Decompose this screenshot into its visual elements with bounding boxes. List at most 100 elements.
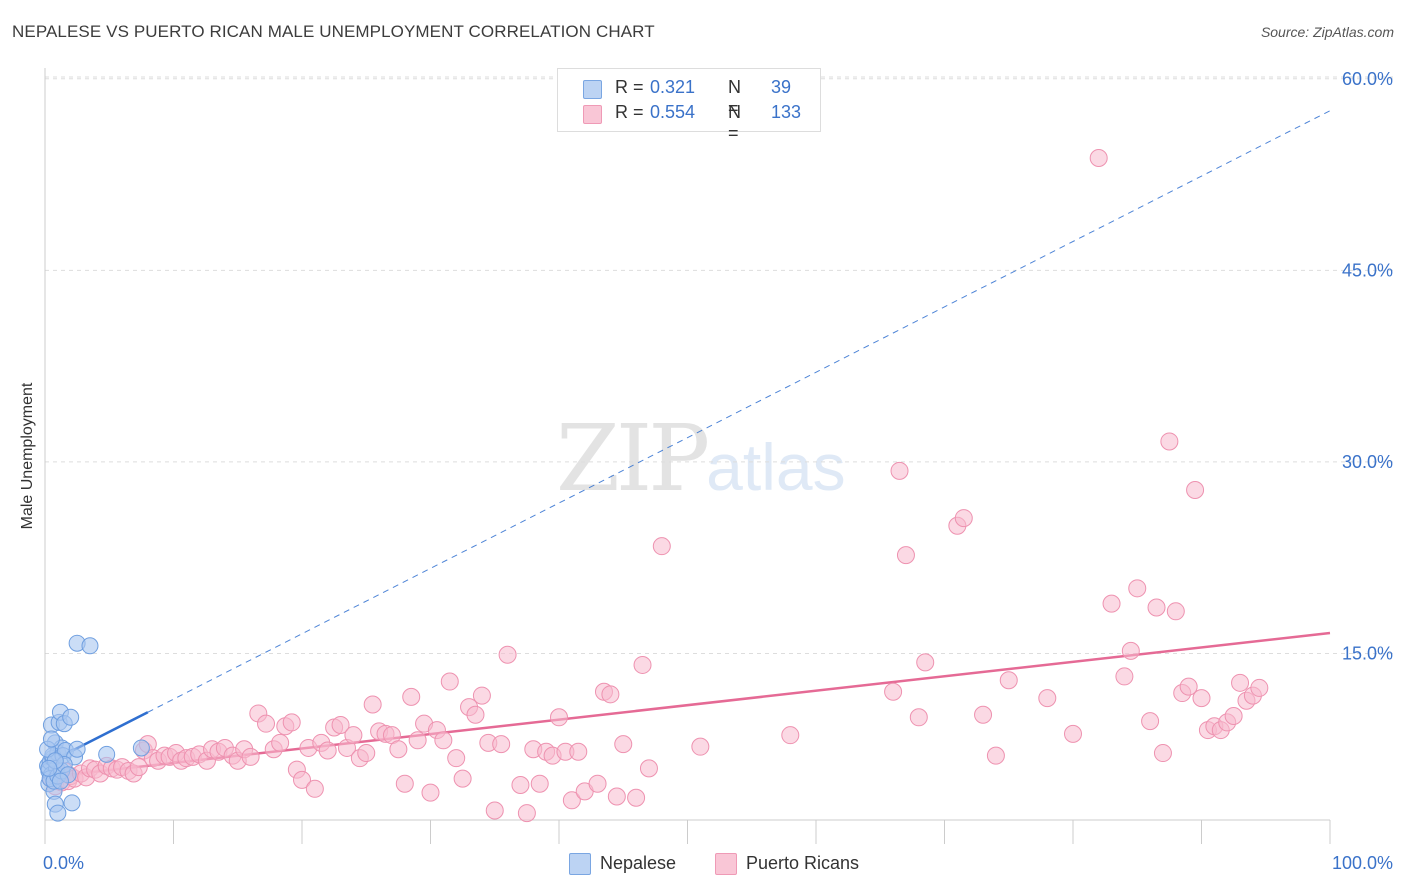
puerto-ricans-point (1141, 712, 1160, 731)
puerto-ricans-point (627, 788, 646, 807)
x-tick-label: 0.0% (43, 853, 84, 873)
puerto-ricans-point (1089, 148, 1108, 167)
puerto-ricans-point (293, 770, 311, 789)
puerto-ricans-point (569, 742, 588, 761)
nepalese-point (49, 804, 67, 822)
puerto-ricans-point (331, 715, 350, 734)
n-value: 39 (771, 77, 792, 97)
nepalese-trend-extension (147, 110, 1331, 713)
puerto-ricans-point (344, 726, 363, 745)
n-label: N = (728, 102, 741, 143)
nepalese-point (132, 739, 150, 757)
puerto-ricans-point (614, 735, 633, 754)
puerto-ricans-point (1121, 641, 1140, 660)
puerto-ricans-point (363, 695, 382, 714)
puerto-ricans-point (305, 779, 324, 798)
nepalese-swatch (583, 80, 602, 99)
nepalese-point (63, 794, 81, 812)
puerto-ricans-label: Puerto Ricans (746, 853, 860, 873)
puerto-ricans-point (440, 672, 459, 691)
chart-title: NEPALESE VS PUERTO RICAN MALE UNEMPLOYME… (12, 22, 655, 41)
puerto-ricans-point (241, 747, 260, 766)
watermark-atlas: atlas (706, 430, 846, 504)
puerto-ricans-point (466, 705, 485, 724)
puerto-ricans-point (453, 769, 472, 788)
puerto-ricans-point (1160, 432, 1179, 451)
puerto-ricans-trend-line (44, 631, 1331, 779)
watermark: ZIPatlas (556, 405, 846, 512)
puerto-ricans-point (1147, 598, 1166, 617)
correlation-legend: R = 0.321 N = 39 R = 0.554 N = 133 (557, 68, 821, 143)
r-label: R = (615, 102, 644, 122)
nepalese-point (62, 708, 80, 726)
puerto-ricans-point (402, 687, 421, 706)
puerto-ricans-point (601, 685, 620, 704)
puerto-ricans-point (257, 714, 276, 733)
puerto-ricans-swatch (715, 853, 737, 875)
tick-labels: 15.0% 30.0% 45.0% 60.0% 0.0% 100.0% (43, 69, 1393, 873)
puerto-ricans-point (530, 774, 549, 793)
puerto-ricans-point (890, 461, 909, 480)
nepalese-point (42, 730, 60, 748)
puerto-ricans-point (129, 758, 148, 777)
puerto-ricans-point (550, 708, 568, 727)
puerto-ricans-point (909, 708, 928, 727)
puerto-ricans-point (1038, 689, 1057, 708)
source-credit: Source: ZipAtlas.com (1260, 24, 1394, 40)
puerto-ricans-point (389, 740, 408, 759)
puerto-ricans-point (1186, 480, 1205, 499)
puerto-ricans-point (498, 645, 517, 664)
puerto-ricans-point (472, 686, 491, 705)
r-value: 0.321 (650, 77, 696, 97)
puerto-ricans-point (395, 774, 414, 793)
puerto-ricans-point (974, 705, 993, 724)
nepalese-point (68, 740, 86, 758)
puerto-ricans-point (1179, 677, 1198, 696)
watermark-zip: ZIP (556, 405, 710, 512)
puerto-ricans-point (896, 546, 915, 565)
puerto-ricans-point (421, 783, 440, 802)
data-points (39, 148, 1269, 823)
puerto-ricans-point (691, 737, 710, 756)
puerto-ricans-point (633, 655, 652, 674)
puerto-ricans-point (447, 749, 466, 768)
nepalese-point (40, 759, 58, 777)
nepalese-point (81, 637, 99, 655)
puerto-ricans-point (1153, 744, 1172, 763)
puerto-ricans-point (1115, 667, 1134, 686)
nepalese-point (51, 772, 69, 790)
puerto-ricans-point (282, 713, 301, 732)
puerto-ricans-point (639, 759, 658, 778)
puerto-ricans-point (781, 726, 800, 745)
grid-lines (45, 76, 1395, 654)
axes (44, 68, 1331, 844)
puerto-ricans-point (1231, 673, 1250, 692)
puerto-ricans-point (492, 735, 511, 754)
puerto-ricans-point (1102, 594, 1121, 613)
puerto-ricans-point (1250, 678, 1269, 697)
puerto-ricans-point (884, 682, 903, 701)
puerto-ricans-point (434, 731, 453, 750)
puerto-ricans-point (999, 671, 1018, 690)
puerto-ricans-point (408, 731, 427, 750)
puerto-ricans-point (562, 791, 581, 810)
puerto-ricans-point (916, 653, 935, 672)
puerto-ricans-point (1224, 707, 1243, 726)
puerto-ricans-point (318, 741, 337, 760)
r-value: 0.554 (650, 102, 696, 122)
puerto-ricans-point (271, 733, 290, 752)
nepalese-swatch (569, 853, 591, 875)
puerto-ricans-point (1128, 579, 1147, 598)
r-label: R = (615, 77, 644, 97)
x-tick-label: 100.0% (1332, 853, 1393, 873)
puerto-ricans-point (652, 537, 671, 556)
y-tick-label: 45.0% (1342, 260, 1393, 280)
puerto-ricans-point (511, 775, 530, 794)
puerto-ricans-point (1192, 689, 1211, 708)
n-value: 133 (771, 102, 802, 122)
puerto-ricans-point (986, 746, 1005, 765)
n-label: N = (728, 77, 741, 118)
nepalese-label: Nepalese (600, 853, 677, 873)
puerto-ricans-point (588, 774, 607, 793)
